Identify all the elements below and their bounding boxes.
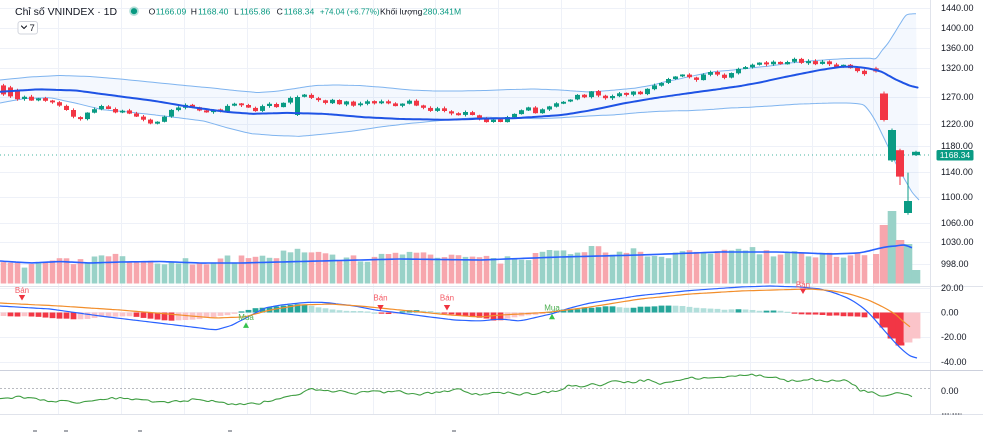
svg-text:C: C <box>277 6 283 16</box>
svg-text:1168.34: 1168.34 <box>940 150 971 160</box>
svg-text:1320.00: 1320.00 <box>941 63 974 73</box>
svg-text:1168.34: 1168.34 <box>284 6 315 16</box>
svg-text:1270.00: 1270.00 <box>941 92 974 102</box>
svg-text:1100.00: 1100.00 <box>941 192 973 202</box>
svg-text:1220.00: 1220.00 <box>941 119 974 129</box>
svg-text:H: H <box>191 6 197 16</box>
svg-text:Bán: Bán <box>440 293 454 302</box>
svg-text:0.00: 0.00 <box>941 308 959 318</box>
svg-text:1400.00: 1400.00 <box>941 23 974 33</box>
svg-text:0.00: 0.00 <box>941 386 959 396</box>
svg-text:Mua: Mua <box>238 313 254 322</box>
svg-text:1360.00: 1360.00 <box>941 43 974 53</box>
svg-text:1030.00: 1030.00 <box>941 237 974 247</box>
svg-text:L: L <box>234 6 239 16</box>
svg-text:1168.40: 1168.40 <box>198 6 229 16</box>
svg-text:1166.09: 1166.09 <box>156 6 187 16</box>
svg-text:7: 7 <box>30 23 35 34</box>
svg-text:Mua: Mua <box>544 304 560 313</box>
svg-text:Bán: Bán <box>373 293 387 302</box>
svg-text:-40.00: -40.00 <box>941 357 967 367</box>
svg-text:+74.04 (+6.77%): +74.04 (+6.77%) <box>320 7 380 16</box>
svg-text:1180.00: 1180.00 <box>941 141 973 151</box>
svg-text:1165.86: 1165.86 <box>240 6 271 16</box>
svg-text:280.341M: 280.341M <box>423 6 461 16</box>
svg-text:-20.00: -20.00 <box>941 332 967 342</box>
svg-text:1440.00: 1440.00 <box>941 3 974 13</box>
svg-text:1140.00: 1140.00 <box>941 167 973 177</box>
svg-text:Chỉ số VNINDEX · 1D: Chỉ số VNINDEX · 1D <box>15 6 118 18</box>
svg-text:Bán: Bán <box>15 286 29 295</box>
svg-text:Khối lượng: Khối lượng <box>380 6 423 16</box>
svg-text:O: O <box>149 6 156 16</box>
svg-text:20.00: 20.00 <box>941 283 964 293</box>
svg-text:Bán: Bán <box>796 281 810 290</box>
svg-text:998.00: 998.00 <box>941 259 969 269</box>
svg-text:1060.00: 1060.00 <box>941 218 974 228</box>
